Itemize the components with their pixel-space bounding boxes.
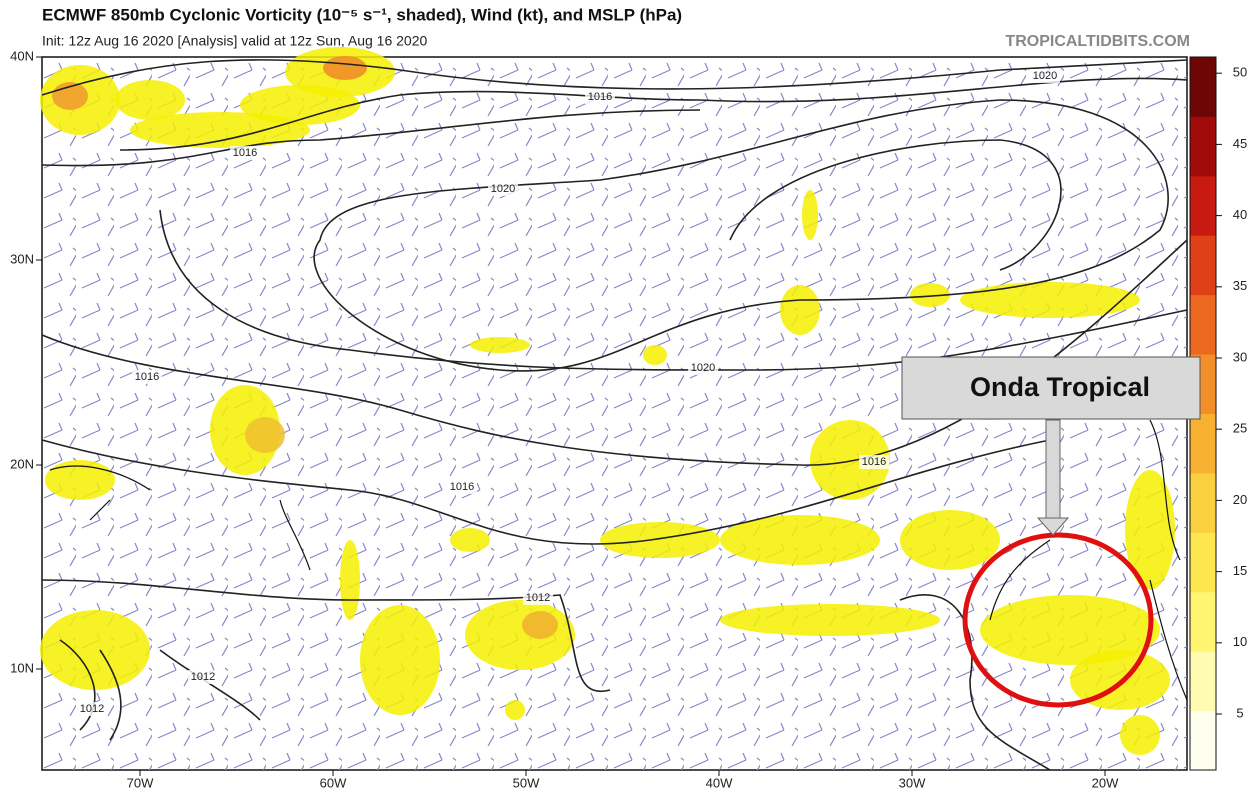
contour-label: 1020 (691, 362, 715, 374)
contour-label-bg (523, 591, 553, 605)
site-credit: TROPICALTIDBITS.COM (1005, 33, 1190, 50)
contour-label-bg (447, 480, 477, 494)
title: ECMWF 850mb Cyclonic Vorticity (10⁻⁵ s⁻¹… (42, 5, 682, 24)
annotation-box (901, 356, 1201, 420)
lat-label: 40N (10, 48, 34, 63)
colorbar-segment (1190, 413, 1216, 474)
colorbar-segment (1190, 175, 1216, 236)
contour-label: 1016 (588, 91, 612, 103)
coastlines (49, 419, 1188, 701)
longitude-labels: 70W 60W 50W 40W 30W 20W (127, 770, 1119, 790)
contour-label: 1016 (862, 456, 886, 468)
latitude-labels: 40N 30N 20N 10N (10, 48, 42, 675)
contour-label: 1020 (491, 183, 515, 195)
contour-label-bg (1030, 69, 1060, 83)
contour-label-bg (859, 455, 889, 469)
subtitle: Init: 12z Aug 16 2020 [Analysis] valid a… (42, 33, 427, 49)
colorbar-label: 30 (1233, 349, 1247, 364)
colorbar-label: 35 (1233, 278, 1247, 293)
colorbar-label: 45 (1233, 136, 1247, 151)
colorbar-label: 20 (1233, 492, 1247, 507)
highlight-circle (962, 532, 1154, 708)
colorbar-segment (1190, 294, 1216, 355)
lat-label: 30N (10, 251, 34, 266)
contour-label: 1016 (450, 481, 474, 493)
contour-label: 1012 (526, 592, 550, 604)
colorbar-segment (1190, 472, 1216, 533)
arrow-shaft (1045, 419, 1061, 521)
colorbar-segment (1190, 591, 1216, 652)
arrow-head (1036, 517, 1070, 536)
lat-label: 10N (10, 660, 34, 675)
contour-labels: 1016 1020 1016 1020 1016 1020 1016 1016 1012 1012… (77, 69, 1060, 716)
lon-label: 50W (513, 775, 540, 790)
colorbar-label: 40 (1233, 207, 1247, 222)
contour-label-bg (688, 361, 718, 375)
contour-label-bg (585, 90, 615, 104)
lon-label: 60W (320, 775, 347, 790)
lon-label: 70W (127, 775, 154, 790)
colorbar-label: 10 (1233, 634, 1247, 649)
contour-label: 1016 (233, 147, 257, 159)
colorbar-label: 25 (1233, 421, 1247, 436)
annotation-label: Onda Tropical (970, 372, 1150, 402)
lon-label: 30W (899, 775, 926, 790)
colorbar-segment (1190, 116, 1216, 177)
colorbar-label: 15 (1233, 563, 1247, 578)
contour-label-bg (488, 182, 518, 196)
colorbar-segment (1190, 651, 1216, 712)
lon-label: 40W (706, 775, 733, 790)
colorbar-segment (1190, 710, 1216, 771)
colorbar-segment (1190, 57, 1216, 117)
contour-label-bg (230, 146, 260, 160)
colorbar-label: 50 (1233, 65, 1247, 80)
contour-label-bg (188, 670, 218, 684)
contour-label: 1012 (80, 703, 104, 715)
contour-label: 1016 (135, 371, 159, 383)
colorbar-label: 5 (1236, 705, 1243, 720)
lat-label: 20N (10, 456, 34, 471)
lon-label: 20W (1092, 775, 1119, 790)
colorbar-segment (1190, 532, 1216, 593)
contour-label-bg (77, 702, 107, 716)
colorbar-segment (1190, 235, 1216, 296)
contour-label: 1020 (1033, 70, 1057, 82)
contour-label: 1012 (191, 671, 215, 683)
contour-label-bg (132, 370, 162, 384)
